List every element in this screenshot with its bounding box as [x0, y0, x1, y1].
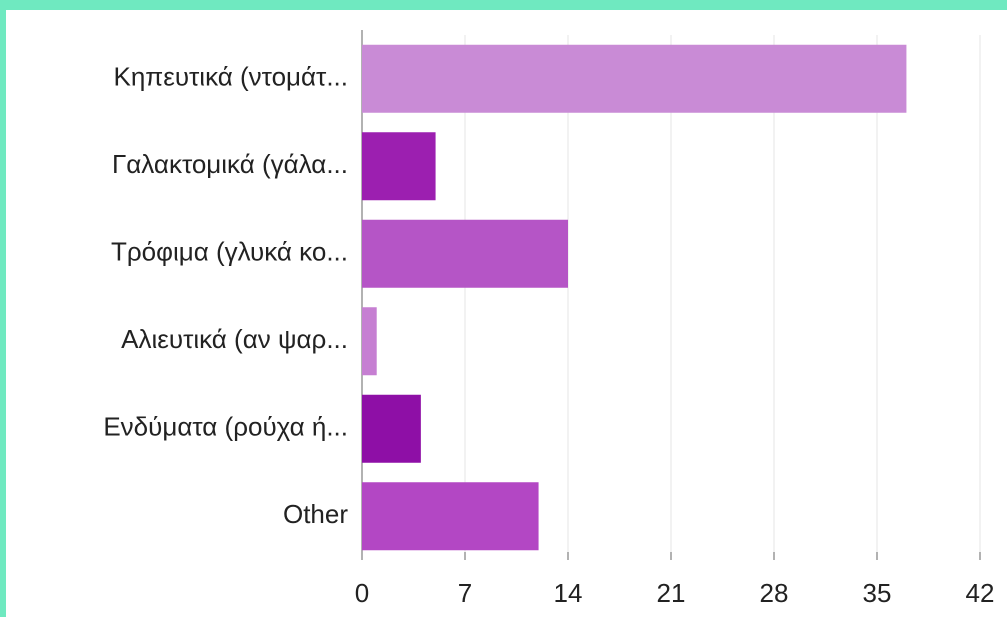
x-tick-label: 21 — [657, 578, 686, 608]
y-tick-label: Κηπευτικά (ντομάτ... — [113, 62, 348, 92]
y-tick-label: Γαλακτομικά (γάλα... — [112, 149, 348, 179]
bar — [362, 132, 436, 201]
bar — [362, 219, 568, 288]
bar — [362, 44, 907, 113]
y-tick-label: Τρόφιμα (γλυκά κο... — [111, 237, 348, 267]
x-tick-label: 7 — [458, 578, 472, 608]
y-tick-label: Other — [283, 499, 348, 529]
x-tick-label: 42 — [966, 578, 995, 608]
x-tick-label: 28 — [760, 578, 789, 608]
frame-top — [0, 0, 1007, 10]
bar — [362, 482, 539, 551]
x-tick-label: 0 — [355, 578, 369, 608]
bar — [362, 394, 421, 463]
y-tick-label: Ενδύματα (ρούχα ή... — [103, 412, 348, 442]
x-tick-label: 35 — [863, 578, 892, 608]
bar — [362, 307, 377, 376]
y-tick-label: Αλιευτικά (αν ψαρ... — [121, 324, 348, 354]
frame-left — [0, 0, 6, 617]
x-tick-label: 14 — [554, 578, 583, 608]
